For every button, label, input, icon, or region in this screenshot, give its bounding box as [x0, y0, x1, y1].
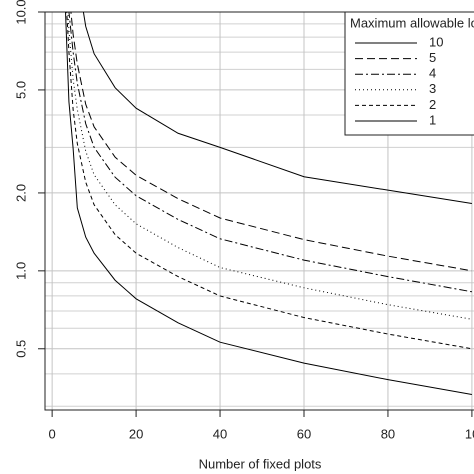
x-tick-label: 20: [129, 426, 143, 441]
series-line: [67, 12, 472, 320]
series-line: [65, 12, 472, 395]
series-line: [70, 12, 472, 272]
y-tick-label: 5.0: [13, 81, 28, 99]
legend-label: 1: [429, 112, 436, 127]
legend-label: 5: [429, 50, 436, 65]
legend-label: 10: [429, 34, 443, 49]
axis-frame: [44, 11, 474, 411]
series-line: [66, 12, 472, 350]
legend-label: 3: [429, 81, 436, 96]
y-tick-label: 2.0: [13, 184, 28, 202]
y-tick-label: 0.5: [13, 340, 28, 358]
legend-box: [344, 11, 474, 136]
plot-area: [65, 12, 472, 395]
series-line: [82, 12, 472, 205]
legend-title: Maximum allowable lo: [350, 15, 474, 30]
y-tick-label: 1.0: [13, 262, 28, 280]
legend-label: 4: [429, 66, 436, 81]
x-tick-label: 10: [465, 426, 474, 441]
legend-label: 2: [429, 97, 436, 112]
series-line: [68, 12, 472, 293]
x-tick-label: 80: [381, 426, 395, 441]
x-tick-label: 40: [213, 426, 227, 441]
x-tick-label: 60: [297, 426, 311, 441]
y-tick-label: 10.0: [13, 0, 28, 25]
x-tick-label: 0: [49, 426, 56, 441]
x-axis-label: Number of fixed plots: [199, 456, 322, 471]
